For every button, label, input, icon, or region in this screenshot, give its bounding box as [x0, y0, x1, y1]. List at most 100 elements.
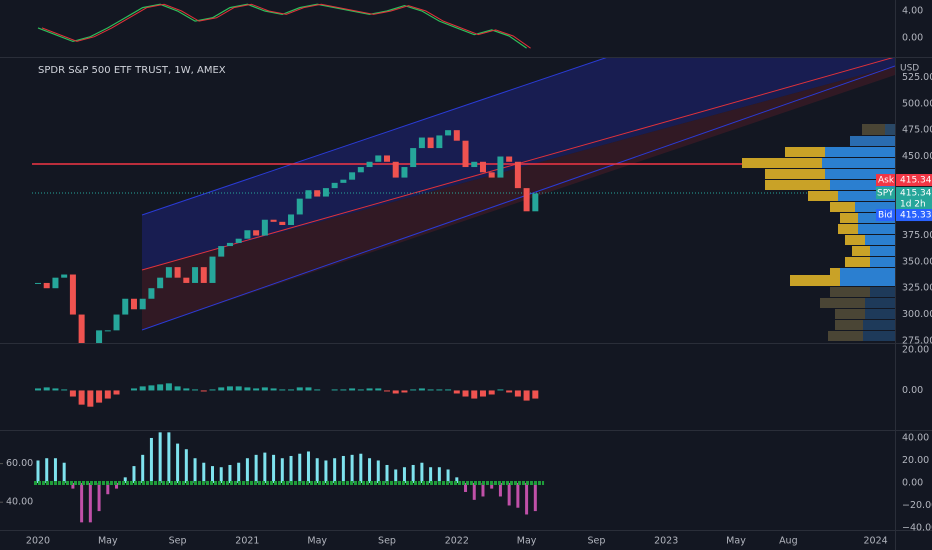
macd-bar	[523, 390, 530, 401]
macd-bar	[226, 386, 233, 391]
oscillator-bar	[464, 482, 468, 492]
macd-bar	[279, 389, 286, 391]
candle	[357, 167, 364, 173]
candle	[384, 155, 390, 162]
oscillator-bar	[202, 462, 206, 483]
candle	[471, 161, 478, 168]
macd-bar	[305, 387, 312, 391]
macd-bar	[183, 388, 190, 391]
price-tick-label: 375.00	[902, 230, 932, 241]
time-label: May	[307, 536, 327, 547]
symbol-label: SPY	[877, 189, 894, 199]
macd-bar	[87, 390, 94, 407]
ask-tag	[876, 174, 895, 187]
candle	[35, 282, 41, 284]
oscillator-bar	[472, 482, 476, 500]
macd-bar	[104, 390, 111, 399]
macd-bar	[357, 389, 364, 391]
price-tick-label: 0.00	[902, 33, 923, 44]
candle	[506, 156, 513, 162]
oscillator-bar	[237, 462, 241, 483]
oscillator-bar	[115, 482, 119, 489]
oscillator-bar	[298, 453, 302, 483]
price-tick-label: 475.00	[902, 125, 932, 136]
time-label: 2022	[445, 536, 469, 547]
macd-bar	[514, 390, 521, 397]
oscillator-bar	[184, 449, 188, 483]
oscillator-bar	[394, 469, 398, 483]
candle	[375, 155, 382, 162]
ask-badge	[896, 174, 932, 187]
oscillator-bar	[88, 482, 92, 523]
candle	[401, 167, 408, 178]
candle	[104, 330, 111, 332]
oscillator-bar	[324, 460, 328, 483]
oscillator-bar	[53, 458, 57, 483]
bid-tag	[876, 209, 895, 222]
candle	[322, 188, 329, 197]
candle	[148, 288, 155, 299]
candle	[61, 274, 68, 278]
candle	[479, 161, 486, 173]
oscillator-bar	[341, 455, 345, 483]
oscillator-bar	[420, 462, 424, 483]
candle	[532, 193, 539, 212]
oscillator-bar	[97, 482, 101, 512]
candle	[418, 137, 425, 149]
candle	[392, 161, 399, 178]
currency: USD	[900, 64, 919, 74]
macd-bar	[366, 388, 373, 391]
macd-bar	[130, 388, 137, 391]
candle	[497, 156, 504, 178]
bid-tag-label: Bid	[878, 211, 892, 221]
macd-bar	[174, 386, 181, 391]
ask-tag-label: Ask	[878, 176, 895, 186]
oscillator-bar	[289, 455, 293, 483]
oscillator-bar	[315, 458, 319, 483]
oscillator-bar	[80, 482, 84, 523]
candle	[340, 179, 347, 183]
oscillator-bar	[254, 454, 258, 483]
oscillator-bar	[350, 454, 354, 483]
candle	[279, 221, 286, 225]
oscillator-bar	[211, 466, 214, 483]
macd-bar	[384, 390, 390, 392]
macd-bar	[69, 390, 76, 397]
macd-bar	[148, 385, 155, 391]
candle	[226, 242, 233, 247]
candle	[96, 330, 103, 343]
oscillator-bar	[533, 482, 537, 512]
oscillator-bar	[376, 460, 380, 483]
candle	[113, 314, 120, 331]
candle	[218, 246, 225, 257]
price-tick-label: −20.00	[902, 500, 932, 511]
macd-bar	[288, 389, 295, 391]
price-tick-label: 4.00	[902, 6, 923, 17]
macd-bar	[35, 388, 41, 391]
left-tick-label: 40.00	[6, 497, 33, 508]
macd-bar	[200, 390, 207, 392]
price-tick-label: 325.00	[902, 283, 932, 294]
oscillator-bar	[429, 467, 433, 483]
candle	[296, 198, 303, 215]
candle	[192, 267, 199, 283]
oscillator-bar	[272, 454, 276, 483]
macd-bar	[113, 390, 120, 395]
candle	[349, 172, 356, 180]
candle	[410, 148, 417, 168]
candle	[43, 282, 50, 289]
time-label: May	[726, 536, 746, 547]
oscillator-bar	[176, 443, 180, 483]
candle	[314, 190, 321, 197]
candle	[445, 130, 452, 136]
candle	[253, 230, 260, 236]
macd-bar	[506, 390, 513, 393]
oscillator-bar	[193, 458, 197, 483]
time-label: Sep	[587, 536, 605, 547]
candle	[52, 277, 59, 289]
candle	[436, 135, 443, 149]
price-tick-label: 0.00	[902, 385, 923, 396]
oscillator-bar	[167, 432, 171, 483]
candle	[244, 230, 251, 239]
